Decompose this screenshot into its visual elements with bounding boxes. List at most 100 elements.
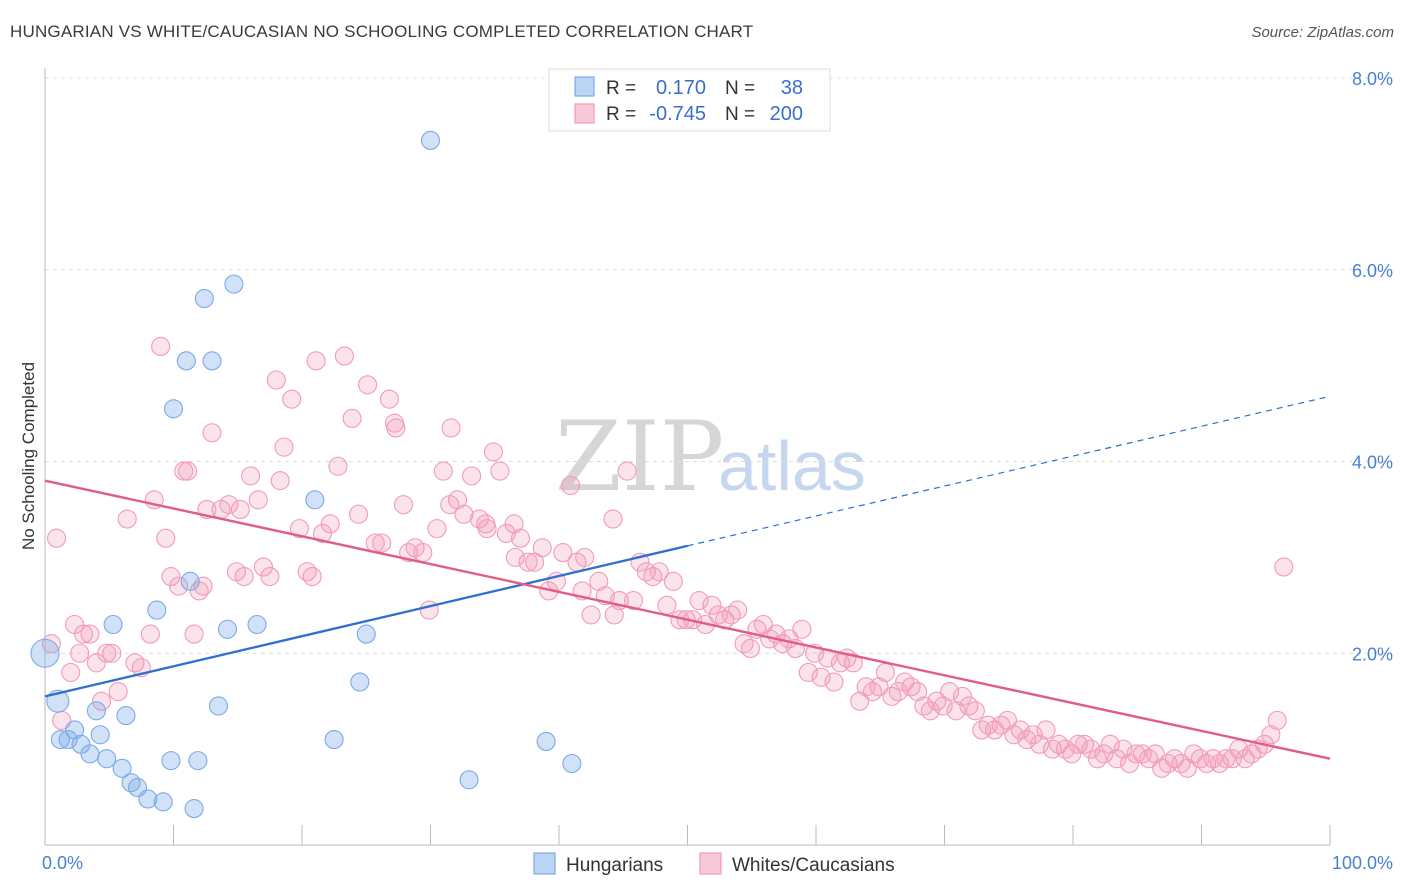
whites-point-159 [1100,734,1120,754]
legend-top-box [548,68,831,132]
whites-point-38 [289,519,309,539]
whites-point-119 [843,653,863,673]
legend-n-label-1: N = [725,78,755,99]
whites-point-23 [184,624,204,644]
hungarians-point-17 [153,792,173,812]
whites-point-116 [824,672,844,692]
hungarians-point-6 [80,744,100,764]
whites-point-68 [504,514,524,534]
whites-point-46 [348,504,369,524]
hungarians-point-25 [202,351,222,371]
y-tick-label-2: 2.0% [1352,644,1393,664]
whites-point-156 [1081,739,1101,759]
whites-point-145 [1010,720,1030,740]
whites-point-34 [260,566,280,587]
hungarians-trend-line [44,544,688,698]
whites-point-30 [234,566,254,587]
legend-bottom-swatch-whites [699,852,722,875]
legend-bottom-whites: Whites/Caucasians [732,855,895,876]
whites-point-138 [965,701,985,721]
whites-point-36 [274,437,294,457]
whites-point-28 [219,495,239,515]
whites-point-52 [393,495,414,515]
whites-point-186 [1274,557,1294,577]
hungarians-point-3 [58,729,78,750]
hungarians-point-10 [103,614,123,635]
whites-point-166 [1145,744,1165,764]
whites-point-16 [140,624,160,644]
whites-point-123 [869,677,889,697]
hungarians-point-8 [90,725,110,745]
whites-point-158 [1094,744,1114,764]
watermark-zip: ZIP [555,401,724,513]
whites-point-19 [156,528,176,548]
whites-point-10 [97,643,117,663]
whites-point-70 [518,552,538,572]
hungarians-point-21 [180,571,200,591]
hungarians-point-20 [176,351,196,371]
whites-point-196 [193,576,213,596]
hungarians-point-37 [562,753,582,774]
whites-point-9 [91,691,112,711]
whites-point-43 [328,456,348,476]
watermark-atlas: atlas [718,427,866,505]
whites-point-177 [1216,749,1236,769]
whites-point-31 [241,466,261,486]
whites-point-160 [1107,749,1127,769]
whites-point-190 [477,519,497,539]
whites-point-153 [1062,744,1082,764]
whites-point-194 [270,471,290,491]
whites-point-80 [589,571,609,591]
x-tick-label-0: 0.0% [42,853,83,873]
legend-r-value-2: -0.745 [649,103,706,125]
axes [44,68,1331,846]
whites-point-191 [440,495,460,515]
whites-point-67 [496,523,516,543]
hungarians-point-35 [459,770,479,790]
hungarians-point-31 [324,729,344,750]
whites-point-85 [623,590,644,611]
legend-bottom-hungarians: Hungarians [566,855,663,876]
whites-point-45 [342,408,362,428]
whites-point-90 [657,595,677,615]
whites-point-193 [302,566,322,587]
hungarians-point-27 [217,619,238,639]
whites-point-18 [151,336,171,357]
source-label: Source: ZipAtlas.com [1251,24,1394,41]
whites-point-21 [169,576,189,596]
whites-point-50 [379,389,399,409]
whites-point-20 [161,566,181,587]
whites-point-69 [510,528,531,548]
whites-point-37 [282,389,302,409]
whites-point-59 [441,418,461,438]
hungarians-point-34 [420,130,441,150]
whites-point-134 [940,682,960,702]
whites-point-26 [202,423,222,443]
legend-swatch-whites [574,103,595,124]
legend-bottom-swatch-hungarians [533,852,556,875]
whites-trend-line [44,479,1331,760]
hungarians-point-2 [50,729,70,750]
whites-point-124 [875,662,895,682]
hungarians-point-30 [305,490,325,510]
whites-point-40 [306,351,326,371]
whites-point-131 [920,701,940,721]
whites-point-61 [454,504,474,524]
whites-point-161 [1113,739,1133,759]
hungarians-point-24 [194,288,214,309]
whites-point-5 [70,643,90,663]
whites-point-195 [230,499,250,519]
whites-point-112 [798,662,818,682]
y-axis-title: No Schooling Completed [19,362,38,550]
whites-point-136 [952,686,973,706]
whites-point-32 [248,490,268,510]
hungarians-point-12 [116,706,136,726]
whites-point-95 [689,590,709,611]
whites-point-66 [490,461,510,481]
whites-point-58 [433,461,453,481]
legend-n-label-2: N = [725,104,755,125]
hungarians-point-23 [188,751,208,771]
whites-point-62 [462,466,482,486]
whites-point-105 [753,614,773,635]
whites-point-89 [649,562,669,582]
